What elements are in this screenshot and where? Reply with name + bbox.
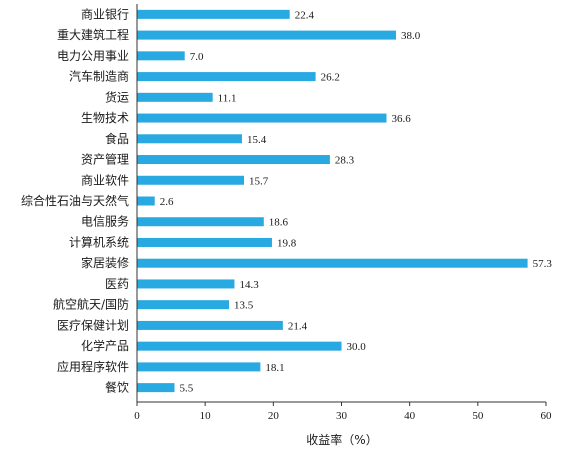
value-label: 5.5 [179,383,193,395]
bar [137,300,230,310]
category-label: 家居装修 [81,255,129,270]
bar [137,113,387,123]
bar [137,9,290,19]
bar [137,92,213,102]
x-tick-label: 50 [472,410,484,422]
value-label: 2.6 [160,196,174,208]
category-label: 计算机系统 [69,234,129,249]
bar [137,30,397,40]
category-label: 汽车制造商 [69,69,129,84]
value-label: 13.5 [234,300,254,312]
category-label: 生物技术 [81,111,129,125]
category-label: 商业软件 [81,172,129,187]
x-tick-label: 60 [541,410,553,422]
value-label: 19.8 [277,237,297,249]
bar [137,175,245,185]
bars-group [137,9,528,393]
category-label: 应用程序软件 [57,359,129,374]
bar [137,279,235,289]
bar [137,258,528,268]
value-label: 57.3 [533,258,553,270]
category-label: 化学产品 [81,338,129,353]
category-label: 货运 [105,89,129,104]
value-label: 21.4 [288,320,308,332]
value-label: 36.6 [391,113,411,125]
bar [137,196,155,206]
x-tick-label: 30 [336,410,348,422]
bar [137,72,316,82]
bar [137,217,264,227]
value-label: 18.1 [265,362,284,374]
category-label: 电信服务 [81,214,129,229]
bar [137,237,272,247]
value-label: 11.1 [218,92,237,104]
category-label: 电力公用事业 [57,49,129,63]
category-label: 资产管理 [81,152,129,167]
category-label: 餐饮 [105,380,129,395]
x-ticks: 0 10 20 30 40 50 60 [134,402,552,422]
x-tick-label: 10 [200,410,212,422]
category-label: 重大建筑工程 [57,27,129,42]
bar [137,341,342,351]
value-label: 22.4 [295,9,315,21]
x-tick-label: 0 [134,410,140,422]
bar [137,362,261,372]
x-tick-label: 20 [268,410,280,422]
bar [137,320,283,330]
x-axis-label: 收益率（%） [306,432,377,447]
value-labels: 22.4 38.0 7.0 26.2 11.1 36.6 15.4 28.3 15.7 2.6 18… [160,9,553,394]
category-label: 综合性石油与天然气 [21,193,129,208]
bar [137,383,175,393]
category-label: 商业银行 [81,6,129,21]
value-label: 26.2 [321,72,340,84]
category-label: 食品 [105,131,129,146]
category-label: 航空航天/国防 [53,297,129,312]
value-label: 18.6 [269,217,289,229]
value-label: 30.0 [347,341,367,353]
bar [137,51,185,61]
value-label: 7.0 [190,51,204,63]
value-label: 15.4 [247,134,267,146]
value-label: 14.3 [239,279,259,291]
category-label: 医疗保健计划 [57,318,129,332]
bar [137,134,242,144]
value-label: 38.0 [401,30,421,42]
category-labels: 商业银行重大建筑工程电力公用事业汽车制造商货运生物技术食品资产管理商业软件综合性… [21,6,129,394]
category-label: 医药 [105,277,129,291]
value-label: 28.3 [335,155,355,167]
x-tick-label: 40 [404,410,416,422]
value-label: 15.7 [249,175,269,187]
bar [137,155,330,165]
